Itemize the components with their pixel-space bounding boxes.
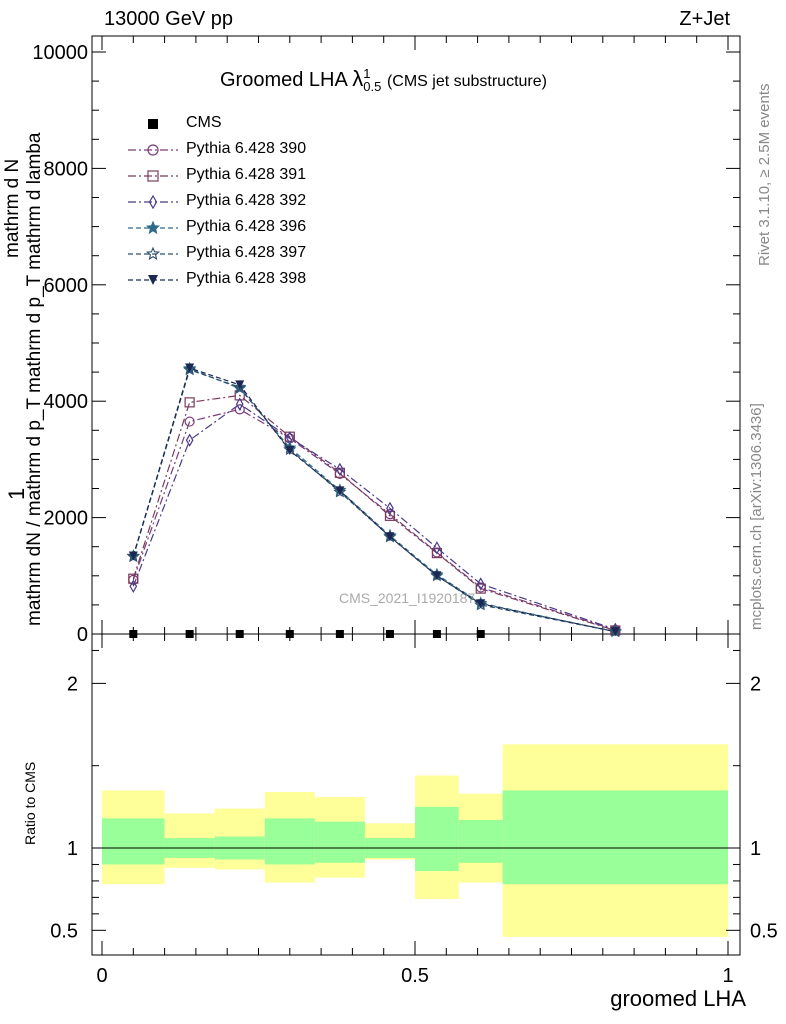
legend-marker [148,275,158,285]
process-label: Z+Jet [679,8,730,30]
legend-item: Pythia 6.428 390 [186,140,306,158]
title-main: Groomed LHA [220,69,347,91]
legend-label: Pythia 6.428 392 [186,192,307,209]
data-point [235,380,245,390]
data-point [185,433,194,447]
data-point [234,404,245,415]
legend-label: Pythia 6.428 396 [186,218,307,235]
legend-item: Pythia 6.428 396 [186,218,306,236]
legend-item: Pythia 6.428 398 [186,270,306,288]
data-point [476,630,485,638]
data-point [285,630,294,638]
legend-item: CMS [186,114,222,132]
x-tick-label: 0 [96,965,107,987]
data-point [476,577,485,591]
legend-marker [147,170,159,182]
ratio-y-tick-label-right: 2 [750,673,761,695]
ratio-stat-band [502,790,728,885]
ratio-stat-band [102,818,165,865]
legend-marker [145,220,161,235]
data-point [335,486,345,496]
legend-marker [148,194,158,210]
ratio-y-tick-label: 1 [67,838,78,860]
main-plot-frame [91,35,741,635]
data-point [235,397,244,411]
plot-title: Groomed LHA λ 1 0.5 (CMS jet substructure) [220,66,547,95]
ratio-y-tick-label-right: 0.5 [750,920,778,942]
legend-label: Pythia 6.428 398 [186,270,307,287]
y-tick-label: 2000 [44,508,89,530]
legend-label: CMS [186,114,222,131]
data-point [385,532,395,542]
data-point [432,630,441,638]
data-point [431,548,443,559]
legend-item: Pythia 6.428 397 [186,244,306,262]
y-tick-label: 0 [77,624,88,646]
legend-item: Pythia 6.428 391 [186,166,306,184]
data-point [185,363,195,373]
x-tick-label: 1 [722,965,733,987]
data-point [384,510,396,521]
data-point [233,380,247,393]
data-point [610,627,620,637]
legend-marker [147,144,159,156]
y-tick-label: 10000 [32,42,88,64]
data-point [335,630,344,638]
ratio-stat-band [314,821,365,863]
x-tick-label: 0.5 [401,965,429,987]
series-line [132,408,616,631]
legend-marker [148,119,158,129]
series-line [132,367,616,633]
title-sub: 0.5 [363,79,382,95]
ratio-stat-band [415,806,459,872]
data-point [385,630,394,638]
legend-label: Pythia 6.428 390 [186,140,307,157]
legend-label: Pythia 6.428 391 [186,166,307,183]
ratio-y-tick-label-right: 1 [750,838,761,860]
analysis-watermark: CMS_2021_I1920187 [339,590,476,606]
data-point [129,630,138,638]
series-line [132,368,616,633]
series-line [132,394,616,632]
data-point [128,551,138,561]
series-line [132,403,616,630]
data-point [285,446,295,456]
y-tick-label: 6000 [44,275,89,297]
data-point [386,501,394,515]
data-point [336,462,344,477]
legend-marker [145,246,161,261]
data-point [184,397,195,408]
y-tick-label: 8000 [44,158,89,180]
data-point [476,599,486,609]
ratio-stat-band [458,820,503,863]
data-point [185,630,194,638]
legend-item: Pythia 6.428 392 [186,192,306,210]
series-line [132,367,616,633]
title-suffix: (CMS jet substructure) [386,73,547,90]
data-point [129,579,138,593]
energy-label: 13000 GeV pp [104,8,233,30]
legend-label: Pythia 6.428 397 [186,244,307,261]
title-sup: 1 [363,66,371,82]
ratio-stat-band [264,818,315,865]
data-point [184,416,195,427]
ratio-y-tick-label: 2 [67,673,78,695]
ratio-plot-frame [91,633,741,956]
ratio-xlabel: groomed LHA [610,986,746,1011]
ratio-y-tick-label: 0.5 [50,920,78,942]
title-symbol: λ [352,66,364,91]
data-point [432,571,442,581]
data-point [128,573,139,584]
data-point [433,541,441,555]
y-tick-label: 4000 [44,391,89,413]
data-point [235,630,244,638]
